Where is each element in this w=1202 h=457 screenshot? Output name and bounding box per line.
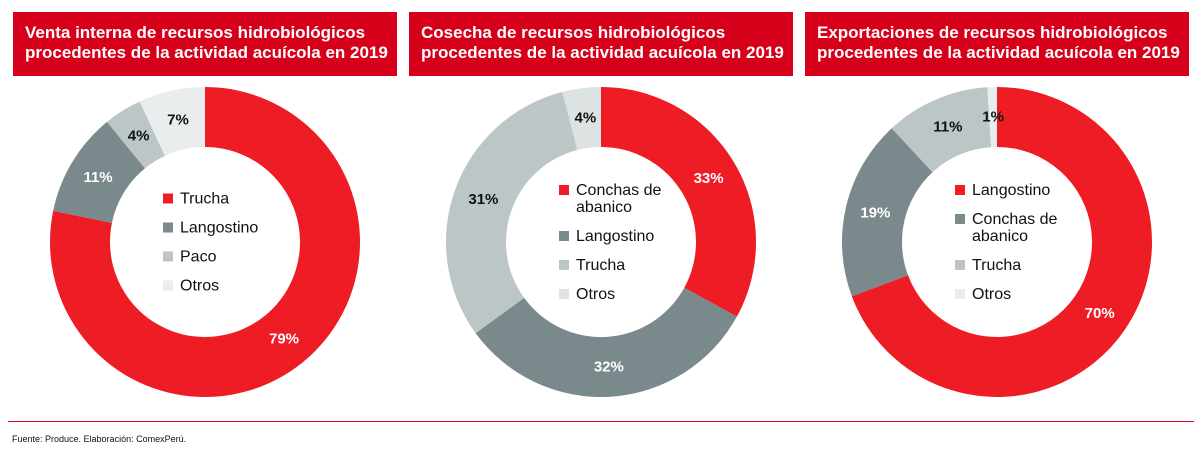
chart-title: Venta interna de recursos hidrobiológico… bbox=[13, 12, 397, 76]
slice-otros bbox=[987, 87, 997, 148]
chart-panel-exportaciones: Exportaciones de recursos hidrobiológico… bbox=[805, 12, 1189, 412]
slice-trucha bbox=[445, 91, 578, 334]
legend-swatch-otros bbox=[559, 289, 569, 299]
legend-label-otros: Otros bbox=[972, 286, 1011, 303]
slice-value-label: 70% bbox=[1085, 305, 1115, 322]
legend-label-trucha: Trucha bbox=[180, 190, 229, 207]
legend-swatch-langostino bbox=[955, 185, 965, 195]
chart-panel-venta-interna: Venta interna de recursos hidrobiológico… bbox=[13, 12, 397, 412]
legend-label-langostino: Langostino bbox=[180, 219, 258, 236]
legend-label-trucha: Trucha bbox=[576, 257, 625, 274]
slice-value-label: 11% bbox=[933, 119, 962, 136]
legend-swatch-otros bbox=[163, 280, 173, 291]
chart-title-line: Venta interna de recursos hidrobiológico… bbox=[25, 23, 366, 42]
legend-label-conchas-de-abanico: Conchas de abanico bbox=[972, 211, 1057, 245]
slice-value-label: 79% bbox=[269, 330, 299, 347]
slice-value-label: 1% bbox=[982, 109, 1004, 126]
legend-swatch-conchas-de-abanico bbox=[955, 214, 965, 224]
chart-title-line: procedentes de la actividad acuícola en … bbox=[25, 43, 388, 62]
chart-title-line: Exportaciones de recursos hidrobiológico… bbox=[817, 23, 1168, 42]
chart-title: Cosecha de recursos hidrobiológicos proc… bbox=[409, 12, 793, 76]
chart-title-line: procedentes de la actividad acuícola en … bbox=[817, 43, 1180, 62]
legend-swatch-trucha bbox=[559, 260, 569, 270]
legend-label-trucha: Trucha bbox=[972, 257, 1021, 274]
legend-swatch-trucha bbox=[163, 193, 173, 204]
donut-chart-venta-interna: 79% 11% 4% 7% Trucha Langostino Paco Otros bbox=[50, 87, 361, 398]
slice-value-label: 31% bbox=[468, 191, 498, 208]
slice-paco bbox=[107, 101, 165, 169]
slice-trucha bbox=[891, 87, 992, 173]
slice-langostino bbox=[851, 87, 1152, 397]
legend-label-conchas-de-abanico: Conchas de abanico bbox=[576, 182, 661, 216]
legend-label-paco: Paco bbox=[180, 248, 217, 265]
slice-value-label: 32% bbox=[594, 358, 624, 375]
legend-swatch-trucha bbox=[955, 260, 965, 270]
legend-swatch-otros bbox=[955, 289, 965, 299]
legend-swatch-paco bbox=[163, 251, 173, 262]
chart-title-line: Cosecha de recursos hidrobiológicos bbox=[421, 23, 726, 42]
legend-label-otros: Otros bbox=[180, 277, 219, 294]
slice-conchas-de-abanico bbox=[601, 87, 756, 317]
footer-divider bbox=[8, 421, 1194, 422]
slice-value-label: 4% bbox=[128, 128, 150, 145]
slice-otros bbox=[562, 87, 601, 150]
chart-title-line: procedentes de la actividad acuícola en … bbox=[421, 43, 784, 62]
donut-chart-exportaciones: 70% 19% 11% 1% Langostino Conchas de abanico Tr… bbox=[842, 87, 1152, 397]
slice-value-label: 7% bbox=[167, 111, 189, 128]
slice-value-label: 11% bbox=[83, 169, 112, 186]
slice-langostino bbox=[475, 287, 737, 398]
legend-swatch-langostino bbox=[559, 231, 569, 241]
slice-otros bbox=[139, 87, 205, 156]
slice-value-label: 19% bbox=[860, 205, 890, 222]
slice-langostino bbox=[53, 121, 145, 223]
source-note: Fuente: Produce. Elaboración: ComexPerú. bbox=[12, 434, 187, 444]
legend-label-otros: Otros bbox=[576, 286, 615, 303]
slice-trucha bbox=[50, 87, 361, 398]
slice-value-label: 33% bbox=[694, 170, 724, 187]
donut-chart-cosecha: 33% 32% 31% 4% Conchas de abanico Langostino Tr… bbox=[445, 87, 756, 398]
chart-title: Exportaciones de recursos hidrobiológico… bbox=[805, 12, 1189, 76]
legend-label-langostino: Langostino bbox=[576, 228, 654, 245]
chart-panel-cosecha: Cosecha de recursos hidrobiológicos proc… bbox=[409, 12, 793, 412]
slice-value-label: 4% bbox=[574, 109, 596, 126]
legend-swatch-conchas-de-abanico bbox=[559, 185, 569, 195]
slice-conchas-de-abanico bbox=[842, 128, 933, 297]
legend-swatch-langostino bbox=[163, 222, 173, 233]
legend-label-langostino: Langostino bbox=[972, 182, 1050, 199]
